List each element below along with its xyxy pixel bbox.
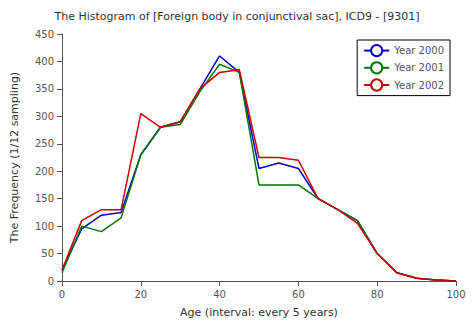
- svg-text:20: 20: [134, 289, 147, 300]
- svg-text:300: 300: [35, 111, 54, 122]
- svg-text:Year 2000: Year 2000: [393, 45, 444, 56]
- svg-text:0: 0: [59, 289, 65, 300]
- svg-text:450: 450: [35, 29, 54, 40]
- svg-text:60: 60: [292, 289, 305, 300]
- svg-text:50: 50: [41, 248, 54, 259]
- svg-text:350: 350: [35, 83, 54, 94]
- svg-text:40: 40: [213, 289, 226, 300]
- svg-text:250: 250: [35, 138, 54, 149]
- svg-text:Year 2002: Year 2002: [393, 80, 444, 91]
- svg-text:Age (interval: every 5 years): Age (interval: every 5 years): [180, 306, 338, 319]
- svg-text:200: 200: [35, 166, 54, 177]
- svg-text:150: 150: [35, 193, 54, 204]
- svg-text:The Histogram of [Foreign body: The Histogram of [Foreign body in conjun…: [53, 10, 419, 23]
- svg-text:0: 0: [48, 276, 54, 287]
- svg-text:Year 2001: Year 2001: [393, 62, 444, 73]
- svg-text:The Frequency (1/12 sampling): The Frequency (1/12 sampling): [8, 72, 21, 244]
- svg-text:80: 80: [371, 289, 384, 300]
- svg-text:400: 400: [35, 56, 54, 67]
- svg-text:100: 100: [35, 221, 54, 232]
- svg-text:100: 100: [446, 289, 465, 300]
